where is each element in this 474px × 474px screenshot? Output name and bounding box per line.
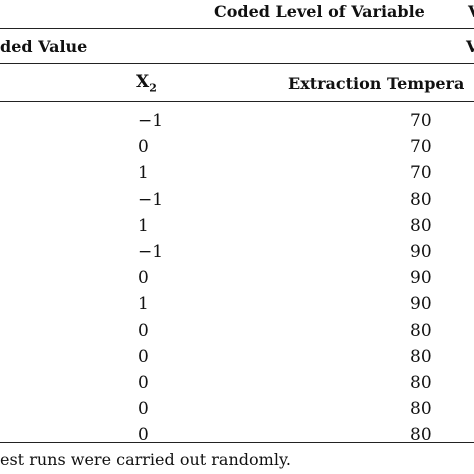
column-header-x2-letter: X (136, 72, 150, 92)
cell-temperature-value: 70 (410, 163, 432, 183)
table-rule-bottom (0, 442, 474, 443)
table-header-coded-level: Coded Level of Variable (214, 2, 425, 21)
cell-x2-value: 0 (138, 373, 149, 393)
header-rule-middle (0, 63, 474, 64)
cell-temperature-value: 80 (410, 321, 432, 341)
header-rule-bottom (0, 101, 474, 102)
cell-temperature-value: 80 (410, 216, 432, 236)
cell-x2-value: −1 (138, 242, 164, 262)
table-footnote: est runs were carried out randomly. (0, 450, 291, 469)
cell-temperature-value: 70 (410, 111, 432, 131)
table-header-clipped-right: V (468, 2, 474, 21)
cell-x2-value: 0 (138, 399, 149, 419)
cell-x2-value: 0 (138, 268, 149, 288)
cell-temperature-value: 90 (410, 242, 432, 262)
header-rule-top (0, 28, 474, 29)
cell-x2-value: −1 (138, 190, 164, 210)
cell-temperature-value: 80 (410, 347, 432, 367)
column-header-x2-subscript: 2 (149, 81, 157, 95)
cell-x2-value: 1 (138, 294, 149, 314)
cell-temperature-value: 70 (410, 137, 432, 157)
cell-x2-value: 0 (138, 137, 149, 157)
cell-x2-value: 1 (138, 163, 149, 183)
column-header-extraction-temperature: Extraction Tempera (288, 74, 465, 93)
cell-temperature-value: 80 (410, 425, 432, 445)
cell-temperature-value: 90 (410, 294, 432, 314)
table-header-coded-value: ded Value (0, 37, 88, 56)
cell-x2-value: −1 (138, 111, 164, 131)
cell-temperature-value: 80 (410, 399, 432, 419)
cell-x2-value: 0 (138, 321, 149, 341)
cell-temperature-value: 80 (410, 373, 432, 393)
cell-temperature-value: 80 (410, 190, 432, 210)
cell-x2-value: 0 (138, 347, 149, 367)
cell-x2-value: 1 (138, 216, 149, 236)
cell-x2-value: 0 (138, 425, 149, 445)
cell-temperature-value: 90 (410, 268, 432, 288)
column-header-x2: X2 (136, 72, 157, 94)
table-header-sub-clipped-right: V (466, 37, 474, 56)
